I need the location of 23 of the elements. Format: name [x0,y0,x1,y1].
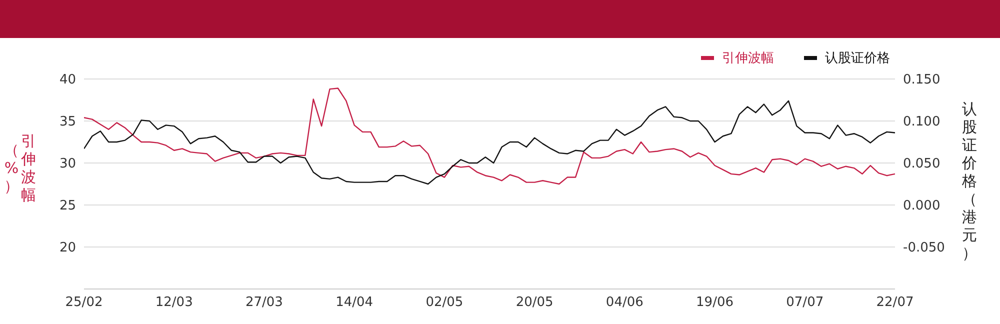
x-tick-label: 22/07 [876,295,914,310]
y-tick-label: 35 [59,114,76,130]
x-tick-label: 20/05 [516,295,554,310]
legend-label: 认股证价格 [825,50,890,67]
x-tick-label: 19/06 [696,295,734,310]
x-tick-label: 27/03 [245,295,283,310]
y-tick-label: 25 [59,198,76,214]
y2-tick-label: 0.150 [903,72,940,88]
y2-tick-label: 0.000 [903,198,940,214]
y-tick-label: 20 [59,240,76,256]
y2-tick-label: -0.050 [903,240,945,256]
text: 认股证价格（港元） [962,100,977,262]
legend-label: 引伸波幅 [722,50,774,67]
x-tick-label: 25/02 [65,295,103,310]
y2-tick-label: 0.100 [903,114,940,130]
y-tick-label: 30 [59,156,76,172]
x-tick-label: 02/05 [426,295,464,310]
y-tick-label: 40 [59,72,76,88]
y2-tick-label: 0.050 [903,156,940,172]
x-tick-label: 04/06 [606,295,644,310]
x-tick-label: 12/03 [155,295,193,310]
x-tick-label: 14/04 [336,295,374,310]
x-tick-label: 07/07 [786,295,824,310]
